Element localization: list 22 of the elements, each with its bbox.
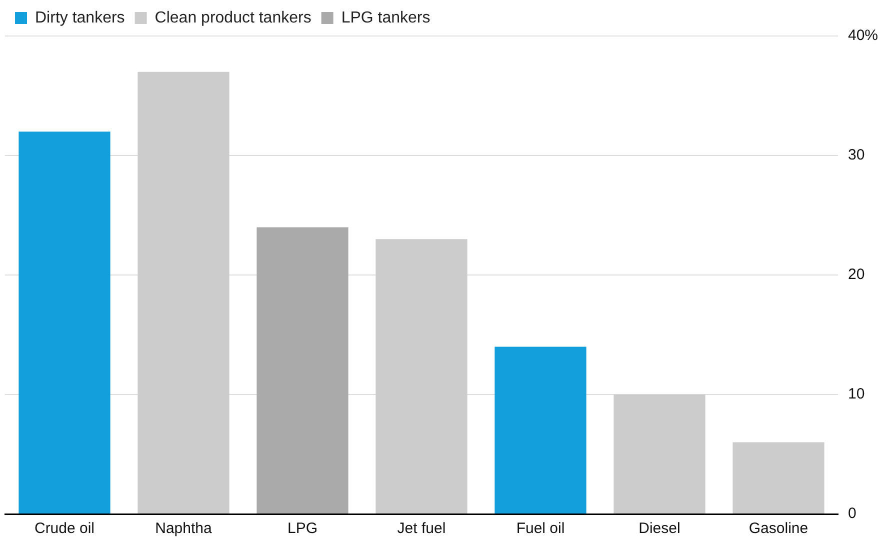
- x-tick-label: Fuel oil: [516, 520, 565, 538]
- y-tick-label: 0: [848, 505, 856, 522]
- x-tick-label: Naphtha: [155, 520, 213, 538]
- x-tick-label: Gasoline: [748, 520, 808, 538]
- bar: [256, 227, 348, 514]
- legend-label: Clean product tankers: [154, 9, 312, 26]
- bar: [494, 346, 586, 514]
- y-tick-label: 30: [848, 146, 865, 164]
- bar: [732, 442, 824, 514]
- x-tick-label: Jet fuel: [397, 520, 446, 538]
- legend-label: LPG tankers: [341, 9, 430, 26]
- bar: [138, 72, 230, 514]
- bar: [614, 394, 706, 514]
- legend-label: Dirty tankers: [35, 9, 125, 26]
- y-tick-label: 40%: [848, 27, 878, 44]
- y-tick-label: 20: [848, 266, 865, 284]
- x-tick-label: LPG: [287, 520, 318, 538]
- bar: [376, 239, 468, 514]
- bar: [18, 132, 110, 514]
- x-tick-label: Crude oil: [34, 520, 95, 538]
- x-tick-label: Diesel: [638, 520, 680, 538]
- y-tick-label: 10: [848, 386, 865, 403]
